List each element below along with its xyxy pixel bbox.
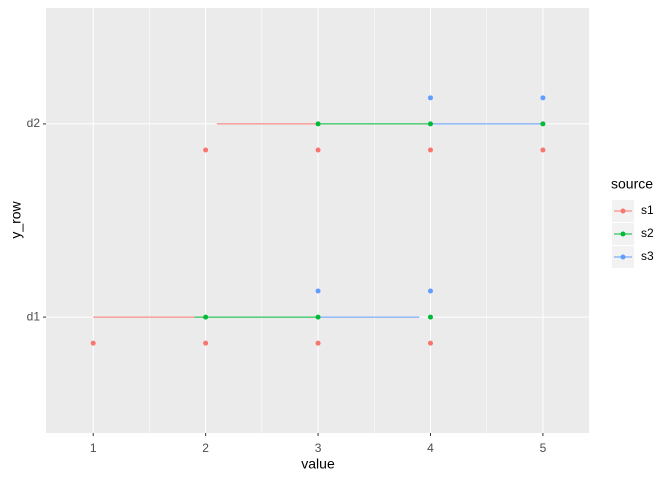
y-axis-label: y_row	[8, 200, 24, 238]
point	[203, 147, 209, 153]
point	[540, 147, 546, 153]
point	[427, 95, 433, 101]
x-tick-label: 1	[90, 441, 97, 455]
point	[315, 340, 321, 346]
legend-key-point	[620, 254, 626, 260]
point	[315, 314, 321, 320]
point	[540, 121, 546, 127]
panel	[46, 8, 589, 433]
point	[315, 147, 321, 153]
point	[427, 147, 433, 153]
point	[427, 340, 433, 346]
y-tick-label: d1	[27, 309, 41, 323]
x-axis-label: value	[301, 456, 335, 472]
point	[203, 314, 209, 320]
point	[427, 288, 433, 294]
legend-key-point	[620, 231, 626, 237]
point	[90, 340, 96, 346]
legend-key-point	[620, 208, 626, 214]
point	[315, 288, 321, 294]
legend-title: source	[611, 176, 653, 192]
x-tick-label: 3	[315, 441, 322, 455]
x-tick-label: 4	[427, 441, 434, 455]
point	[203, 340, 209, 346]
x-tick-label: 5	[540, 441, 547, 455]
point	[540, 95, 546, 101]
legend-label: s3	[641, 249, 654, 263]
legend-label: s2	[641, 226, 654, 240]
x-tick-label: 2	[202, 441, 209, 455]
y-tick-label: d2	[27, 116, 41, 130]
point	[427, 121, 433, 127]
legend-label: s1	[641, 203, 654, 217]
point	[315, 121, 321, 127]
point	[427, 314, 433, 320]
